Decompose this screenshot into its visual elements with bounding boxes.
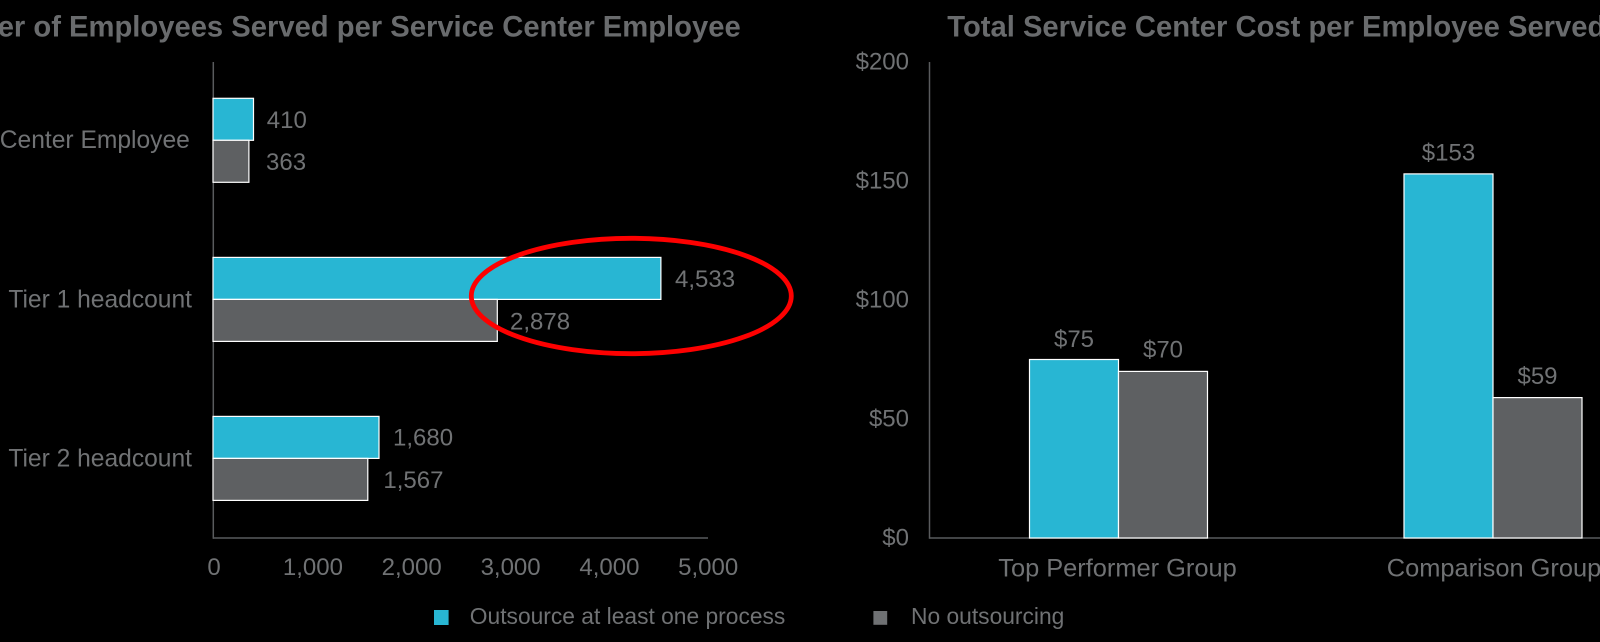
svg-text:No outsourcing: No outsourcing <box>911 603 1064 629</box>
svg-text:$59: $59 <box>1517 363 1557 390</box>
svg-text:2,000: 2,000 <box>382 554 442 581</box>
svg-text:$153: $153 <box>1422 139 1475 166</box>
svg-text:1,680: 1,680 <box>393 425 453 452</box>
svg-text:3,000: 3,000 <box>481 554 541 581</box>
svg-text:5,000: 5,000 <box>678 554 738 581</box>
svg-text:$50: $50 <box>869 405 909 432</box>
svg-text:410: 410 <box>267 107 307 134</box>
svg-text:1,567: 1,567 <box>383 467 443 494</box>
svg-text:1,000: 1,000 <box>283 554 343 581</box>
svg-text:4,533: 4,533 <box>675 266 735 293</box>
svg-text:$0: $0 <box>882 524 909 551</box>
svg-text:Outsource at least one process: Outsource at least one process <box>470 603 786 629</box>
svg-text:Top Performer Group: Top Performer Group <box>998 554 1236 582</box>
svg-text:Tier 1 headcount: Tier 1 headcount <box>8 286 192 313</box>
svg-text:Comparison Group: Comparison Group <box>1387 554 1600 582</box>
svg-text:363: 363 <box>266 149 306 176</box>
svg-text:Service Center Employee: Service Center Employee <box>0 127 190 154</box>
svg-text:Number of Employees Served per: Number of Employees Served per Service C… <box>0 12 741 44</box>
svg-text:4,000: 4,000 <box>579 554 639 581</box>
svg-text:$70: $70 <box>1143 337 1183 364</box>
svg-text:0: 0 <box>207 554 220 581</box>
svg-text:2,878: 2,878 <box>510 308 570 335</box>
svg-text:Total Service Center Cost per: Total Service Center Cost per Employee S… <box>947 12 1600 44</box>
svg-text:$150: $150 <box>856 167 909 194</box>
svg-text:Tier 2 headcount: Tier 2 headcount <box>8 445 192 472</box>
svg-text:$200: $200 <box>856 48 909 75</box>
svg-text:$75: $75 <box>1054 326 1094 353</box>
svg-text:$100: $100 <box>856 286 909 313</box>
